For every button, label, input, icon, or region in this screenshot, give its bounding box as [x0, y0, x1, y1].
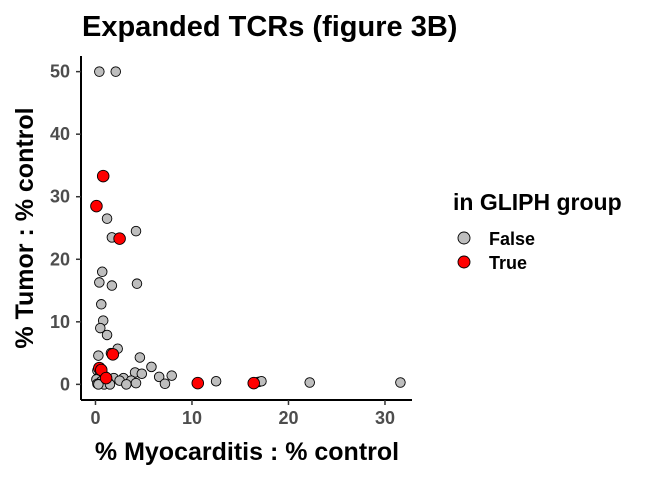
- y-tick-label: 0: [60, 374, 70, 394]
- data-point: [395, 377, 406, 388]
- data-point: [247, 376, 260, 390]
- y-tick-label: 40: [50, 124, 70, 144]
- legend: in GLIPH group False True: [453, 189, 622, 273]
- x-tick-label: 10: [182, 408, 202, 428]
- data-point: [159, 378, 171, 389]
- data-point: [93, 379, 104, 390]
- x-tick-label: 0: [90, 408, 100, 428]
- y-tick-label: 20: [50, 249, 70, 269]
- data-point: [130, 225, 142, 237]
- legend-key: [457, 255, 471, 269]
- y-axis-title: % Tumor : % control: [11, 107, 39, 348]
- data-point: [121, 379, 132, 390]
- data-point: [134, 352, 146, 363]
- chart-title: Expanded TCRs (figure 3B): [82, 11, 457, 43]
- x-axis: 0 10 20 30: [81, 399, 412, 428]
- x-tick-label: 30: [375, 408, 395, 428]
- data-point: [94, 66, 105, 77]
- data-point: [131, 278, 143, 289]
- x-tick-label: 20: [278, 408, 298, 428]
- data-point: [99, 371, 113, 385]
- series-false: [91, 66, 406, 390]
- data-point: [106, 280, 118, 291]
- legend-label: False: [489, 229, 535, 249]
- y-tick-label: 10: [50, 312, 70, 332]
- data-point: [101, 329, 113, 341]
- data-point: [101, 213, 113, 224]
- data-point: [93, 350, 104, 361]
- data-point: [166, 370, 177, 381]
- data-point: [130, 377, 142, 389]
- y-ticks: 0 10 20 30 40 50: [50, 62, 81, 394]
- data-point: [304, 377, 315, 388]
- data-point: [96, 299, 107, 310]
- x-axis-title: % Myocarditis : % control: [95, 438, 399, 466]
- legend-item-true: True: [457, 253, 527, 273]
- data-point: [94, 277, 105, 288]
- data-point: [210, 375, 222, 387]
- data-point: [136, 368, 148, 379]
- legend-items: False True: [457, 229, 535, 273]
- data-point: [96, 169, 110, 183]
- data-point: [191, 376, 205, 390]
- x-ticks: 0 10 20 30: [90, 400, 395, 428]
- data-point: [95, 322, 106, 334]
- data-point: [153, 371, 165, 383]
- data-point: [106, 348, 120, 361]
- y-tick-label: 50: [50, 62, 70, 82]
- plot-area: [90, 66, 406, 390]
- data-point: [110, 66, 121, 77]
- data-point: [90, 199, 103, 213]
- legend-item-false: False: [457, 229, 535, 249]
- data-point: [113, 232, 126, 245]
- legend-key: [457, 231, 471, 245]
- y-axis: 0 10 20 30 40 50: [50, 56, 82, 400]
- legend-label: True: [489, 253, 527, 273]
- data-point: [146, 361, 157, 373]
- data-point: [96, 266, 108, 278]
- legend-title: in GLIPH group: [453, 189, 622, 215]
- y-tick-label: 30: [50, 187, 70, 207]
- series-true: [90, 169, 260, 390]
